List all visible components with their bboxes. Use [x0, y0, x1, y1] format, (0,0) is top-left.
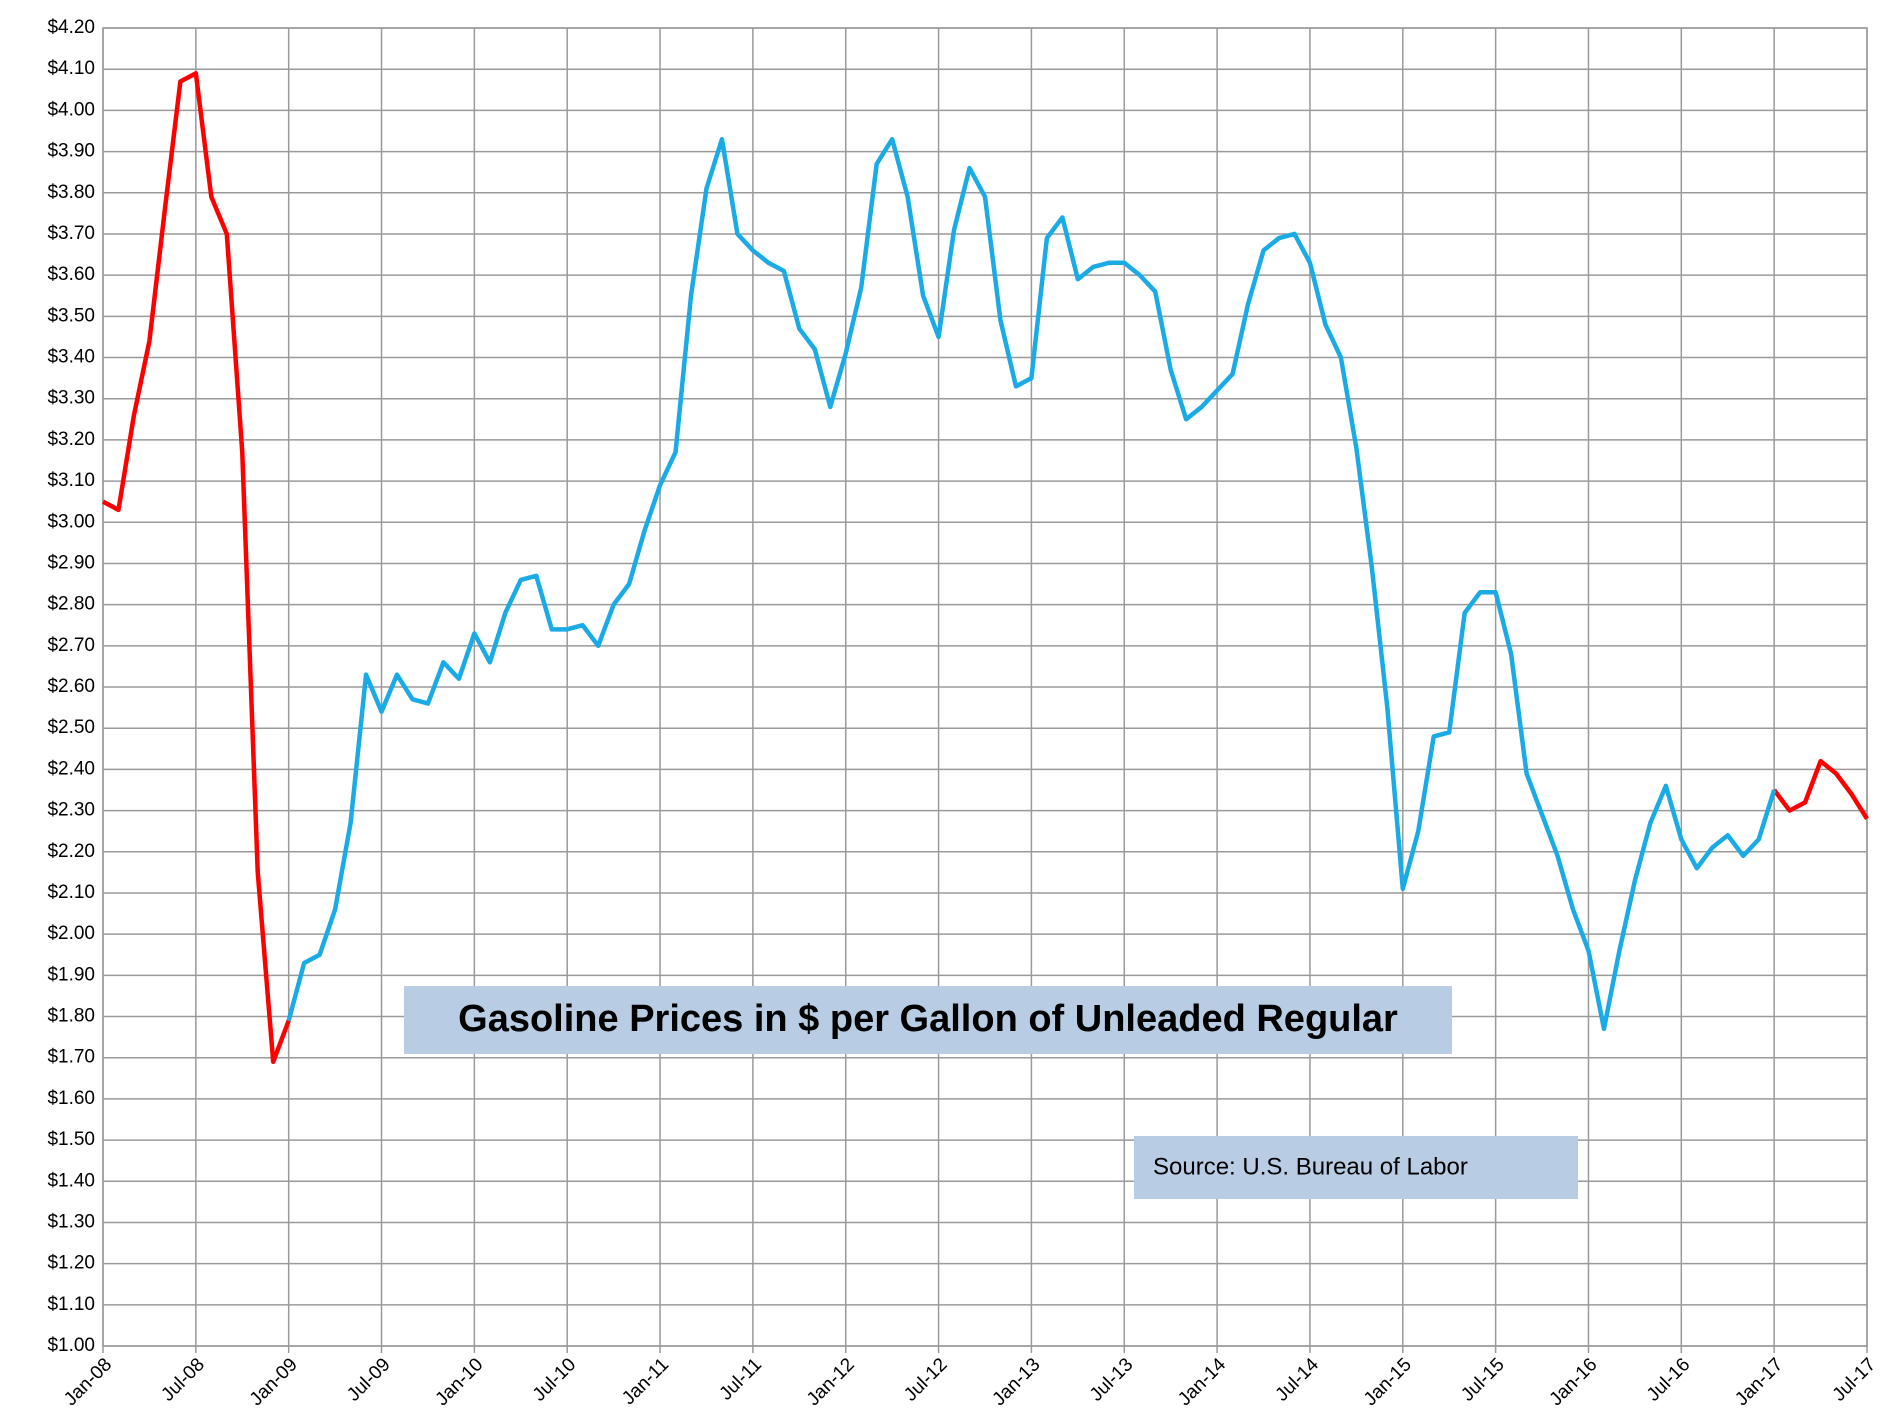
- y-tick-label: $1.70: [47, 1047, 95, 1068]
- x-tick-label: Jul-16: [1643, 1354, 1694, 1405]
- y-tick-label: $1.90: [47, 964, 95, 985]
- x-tick-label: Jan-08: [60, 1354, 116, 1410]
- y-tick-label: $4.20: [47, 17, 95, 38]
- y-tick-label: $1.30: [47, 1211, 95, 1232]
- series-line: [286, 136, 1777, 1032]
- y-tick-label: $4.10: [47, 58, 95, 79]
- y-tick-label: $1.60: [47, 1088, 95, 1109]
- x-tick-label: Jul-09: [343, 1354, 394, 1405]
- y-tick-label: $2.10: [47, 882, 95, 903]
- y-tick-label: $3.90: [47, 141, 95, 162]
- y-tick-label: $3.20: [47, 429, 95, 450]
- chart-title: Gasoline Prices in $ per Gallon of Unlea…: [458, 998, 1398, 1040]
- y-tick-label: $1.40: [47, 1170, 95, 1191]
- x-tick-label: Jul-13: [1086, 1354, 1137, 1405]
- series-line: [101, 71, 1869, 1065]
- y-tick-label: $1.00: [47, 1335, 95, 1356]
- y-tick-label: $3.30: [47, 388, 95, 409]
- source-note: Source: U.S. Bureau of Labor: [1153, 1153, 1468, 1180]
- y-tick-label: $3.40: [47, 347, 95, 368]
- y-tick-label: $1.50: [47, 1129, 95, 1150]
- x-tick-label: Jan-13: [989, 1354, 1045, 1410]
- y-tick-label: $3.70: [47, 223, 95, 244]
- plot-border: [102, 27, 1868, 1347]
- y-tick-label: $2.40: [47, 758, 95, 779]
- x-tick-label: Jan-11: [618, 1354, 673, 1409]
- y-tick-label: $3.50: [47, 305, 95, 326]
- y-tick-label: $1.10: [47, 1294, 95, 1315]
- x-tick-label: Jan-16: [1546, 1354, 1602, 1410]
- y-tick-label: $3.10: [47, 470, 95, 491]
- x-tick-label: Jan-09: [246, 1354, 302, 1410]
- y-tick-label: $2.80: [47, 594, 95, 615]
- x-tick-label: Jan-14: [1174, 1354, 1230, 1410]
- y-tick-label: $2.20: [47, 841, 95, 862]
- x-tick-label: Jul-10: [529, 1354, 580, 1405]
- x-tick-label: Jan-15: [1360, 1354, 1416, 1410]
- y-tick-label: $2.50: [47, 717, 95, 738]
- x-tick-label: Jan-12: [803, 1354, 859, 1410]
- x-tick-label: Jul-17: [1829, 1354, 1880, 1405]
- y-tick-label: $1.80: [47, 1006, 95, 1027]
- y-tick-label: $2.90: [47, 552, 95, 573]
- y-tick-label: $2.60: [47, 676, 95, 697]
- x-tick-label: Jul-12: [900, 1354, 951, 1405]
- y-tick-label: $3.80: [47, 182, 95, 203]
- x-tick-label: Jul-15: [1457, 1354, 1508, 1405]
- y-tick-label: $3.00: [47, 511, 95, 532]
- y-tick-label: $4.00: [47, 99, 95, 120]
- y-tick-label: $2.00: [47, 923, 95, 944]
- y-tick-label: $2.30: [47, 800, 95, 821]
- x-tick-label: Jul-11: [716, 1354, 766, 1404]
- y-tick-label: $3.60: [47, 264, 95, 285]
- source-box: [1134, 1136, 1578, 1199]
- y-tick-label: $2.70: [47, 635, 95, 656]
- title-box: [404, 986, 1452, 1054]
- x-tick-label: Jul-14: [1272, 1354, 1324, 1406]
- x-tick-label: Jan-10: [432, 1354, 488, 1410]
- x-tick-label: Jan-17: [1731, 1354, 1787, 1410]
- y-tick-label: $1.20: [47, 1253, 95, 1274]
- x-tick-label: Jul-08: [157, 1354, 208, 1405]
